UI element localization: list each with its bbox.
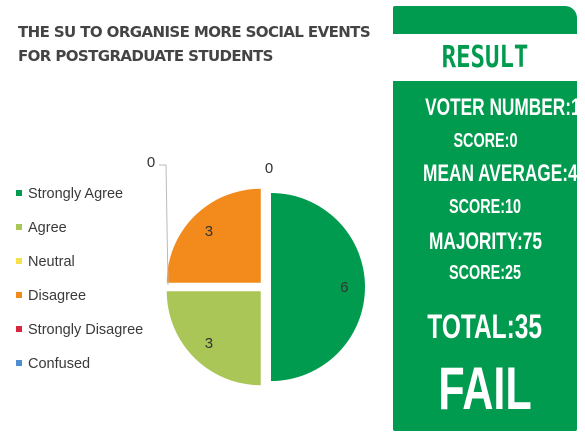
legend-swatch [16, 292, 22, 298]
legend-label: Neutral [28, 254, 75, 270]
total-score: TOTAL:35 [427, 308, 543, 346]
pie-slice-disagree [166, 188, 261, 283]
legend-swatch [16, 190, 22, 196]
voter-score: SCORE:0 [452, 130, 518, 152]
pie-value-label: 3 [205, 223, 213, 240]
legend-swatch [16, 224, 22, 230]
pie-zero-label: 0 [265, 160, 273, 177]
pie-slice-strongly-agree [271, 193, 365, 381]
legend-label: Agree [28, 220, 67, 236]
legend-label: Strongly Agree [28, 186, 124, 202]
legend-label: Disagree [28, 288, 87, 304]
result-header-box [393, 34, 585, 81]
chart-title-line-1: THE SU TO ORGANISE MORE SOCIAL EVENTS [18, 23, 371, 41]
legend-label: Strongly Disagree [28, 322, 144, 338]
legend-label: Confused [28, 356, 91, 372]
result-title: RESULT [441, 40, 529, 75]
pie-chart: 6 3 3 0 0 [147, 154, 365, 386]
chart-title: THE SU TO ORGANISE MORE SOCIAL EVENTS FO… [18, 20, 371, 68]
majority: MAJORITY:75 [428, 228, 542, 255]
legend-swatch [16, 360, 22, 366]
pie-value-label: 6 [340, 279, 348, 296]
pie-slice-agree [166, 291, 261, 386]
pie-value-label: 3 [205, 335, 213, 352]
mean-average: MEAN AVERAGE:4 [423, 160, 578, 187]
legend-swatch [16, 326, 22, 332]
chart-title-line-2: FOR POSTGRADUATE STUDENTS [18, 47, 273, 65]
zero-label-leader-line [159, 164, 169, 286]
legend-swatch [16, 258, 22, 264]
majority-score: SCORE:25 [448, 262, 522, 284]
verdict: FAIL [438, 355, 532, 422]
mean-score: SCORE:10 [448, 196, 522, 218]
voter-number: VOTER NUMBER:12 [425, 94, 585, 121]
pie-zero-label: 0 [147, 154, 155, 171]
